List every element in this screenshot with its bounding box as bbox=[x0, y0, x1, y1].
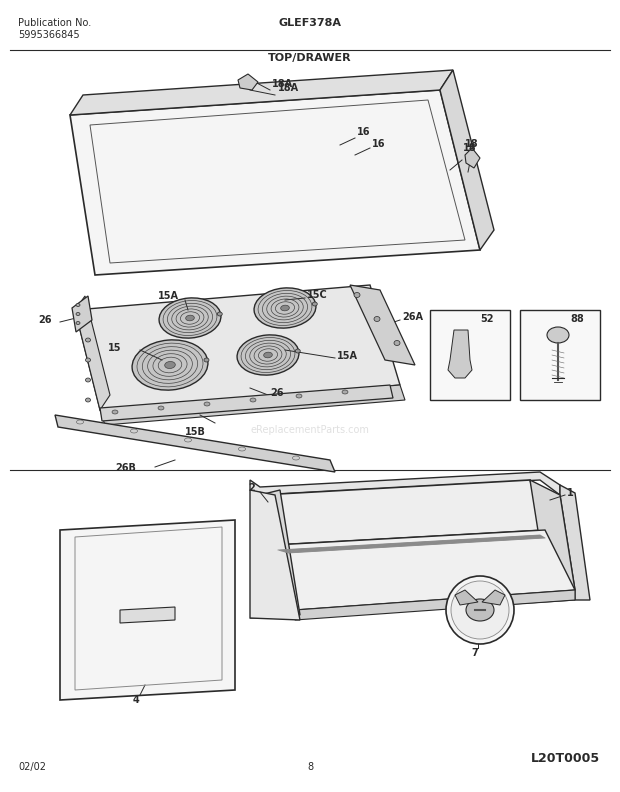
Polygon shape bbox=[70, 70, 453, 115]
Polygon shape bbox=[120, 607, 175, 623]
Ellipse shape bbox=[451, 581, 509, 639]
Polygon shape bbox=[530, 480, 575, 590]
Ellipse shape bbox=[312, 302, 317, 306]
Polygon shape bbox=[60, 520, 235, 700]
Ellipse shape bbox=[466, 599, 494, 621]
Polygon shape bbox=[560, 485, 590, 600]
Text: 02/02: 02/02 bbox=[18, 762, 46, 772]
Text: 5995366845: 5995366845 bbox=[18, 30, 79, 40]
Polygon shape bbox=[260, 480, 545, 545]
Text: L20T0005: L20T0005 bbox=[531, 752, 600, 765]
Ellipse shape bbox=[394, 341, 400, 345]
Text: 15: 15 bbox=[108, 343, 122, 353]
Ellipse shape bbox=[295, 349, 300, 353]
Polygon shape bbox=[75, 285, 400, 410]
Polygon shape bbox=[520, 310, 600, 400]
Polygon shape bbox=[455, 590, 478, 605]
Text: TOP/DRAWER: TOP/DRAWER bbox=[268, 53, 352, 63]
Text: 4: 4 bbox=[133, 695, 140, 705]
Ellipse shape bbox=[165, 361, 175, 368]
Polygon shape bbox=[295, 590, 575, 620]
Text: 18: 18 bbox=[463, 143, 477, 153]
Polygon shape bbox=[55, 415, 335, 472]
Polygon shape bbox=[100, 385, 405, 425]
Ellipse shape bbox=[264, 352, 272, 358]
Ellipse shape bbox=[159, 298, 221, 338]
Ellipse shape bbox=[185, 315, 194, 321]
Text: 18A: 18A bbox=[272, 79, 293, 89]
Polygon shape bbox=[250, 472, 560, 495]
Polygon shape bbox=[250, 490, 300, 620]
Polygon shape bbox=[238, 74, 258, 90]
Ellipse shape bbox=[76, 322, 80, 325]
Ellipse shape bbox=[76, 313, 80, 315]
Ellipse shape bbox=[86, 358, 91, 362]
Ellipse shape bbox=[86, 338, 91, 342]
Ellipse shape bbox=[158, 406, 164, 410]
Text: 15A: 15A bbox=[337, 351, 358, 361]
Ellipse shape bbox=[254, 288, 316, 328]
Text: 2: 2 bbox=[248, 483, 255, 493]
Ellipse shape bbox=[86, 398, 91, 402]
Text: GLEF378A: GLEF378A bbox=[278, 18, 342, 28]
Ellipse shape bbox=[204, 358, 209, 362]
Polygon shape bbox=[482, 590, 505, 605]
Text: 18: 18 bbox=[465, 139, 479, 149]
Text: eReplacementParts.com: eReplacementParts.com bbox=[250, 425, 370, 435]
Text: 16: 16 bbox=[357, 127, 371, 137]
Ellipse shape bbox=[132, 340, 208, 390]
Text: 26: 26 bbox=[270, 388, 283, 398]
Ellipse shape bbox=[86, 318, 91, 322]
Ellipse shape bbox=[86, 378, 91, 382]
Text: 26B: 26B bbox=[115, 463, 136, 473]
Text: 16: 16 bbox=[372, 139, 386, 149]
Ellipse shape bbox=[342, 390, 348, 394]
Text: 1: 1 bbox=[567, 488, 574, 498]
Polygon shape bbox=[100, 385, 393, 421]
Ellipse shape bbox=[547, 327, 569, 343]
Ellipse shape bbox=[217, 312, 222, 316]
Ellipse shape bbox=[446, 576, 514, 644]
Text: 15C: 15C bbox=[307, 290, 328, 300]
Text: Publication No.: Publication No. bbox=[18, 18, 91, 28]
Ellipse shape bbox=[204, 402, 210, 406]
Text: 18A: 18A bbox=[278, 83, 299, 93]
Ellipse shape bbox=[76, 303, 80, 307]
Polygon shape bbox=[70, 90, 480, 275]
Polygon shape bbox=[448, 330, 472, 378]
Text: 7: 7 bbox=[471, 648, 478, 658]
Text: 26A: 26A bbox=[402, 312, 423, 322]
Ellipse shape bbox=[281, 305, 290, 310]
Polygon shape bbox=[350, 285, 415, 365]
Polygon shape bbox=[275, 530, 575, 610]
Text: 26: 26 bbox=[38, 315, 51, 325]
Ellipse shape bbox=[237, 335, 299, 375]
Ellipse shape bbox=[250, 398, 256, 402]
Polygon shape bbox=[75, 296, 110, 410]
Polygon shape bbox=[440, 70, 494, 250]
Polygon shape bbox=[250, 600, 575, 618]
Text: 8: 8 bbox=[307, 762, 313, 772]
Polygon shape bbox=[430, 310, 510, 400]
Text: 15A: 15A bbox=[158, 291, 179, 301]
Ellipse shape bbox=[374, 317, 380, 322]
Ellipse shape bbox=[112, 410, 118, 414]
Text: 52: 52 bbox=[480, 314, 494, 324]
Ellipse shape bbox=[354, 292, 360, 298]
Polygon shape bbox=[260, 490, 300, 618]
Text: 15B: 15B bbox=[185, 427, 206, 437]
Polygon shape bbox=[465, 148, 480, 168]
Ellipse shape bbox=[296, 394, 302, 398]
Text: 88: 88 bbox=[570, 314, 584, 324]
Polygon shape bbox=[72, 296, 92, 332]
